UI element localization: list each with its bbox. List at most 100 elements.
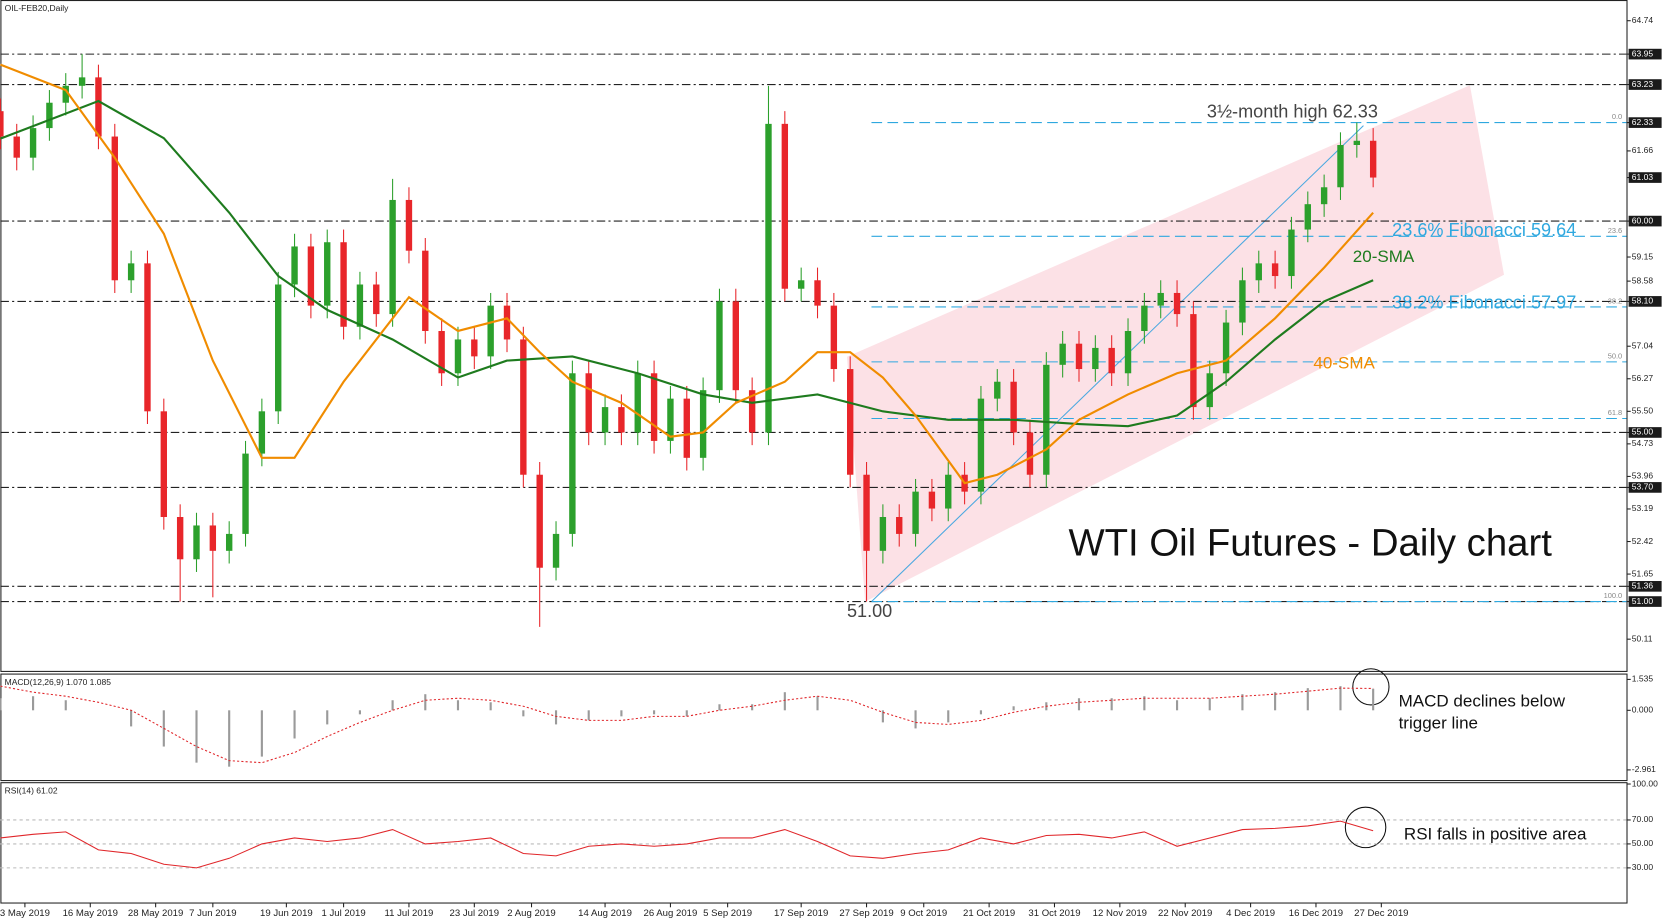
candle-body [405,199,413,251]
candle-body [928,491,936,509]
x-tick-label: 7 Jun 2019 [189,908,236,919]
candle-body [373,284,380,315]
y-tick-label: 60.00 [1632,215,1654,225]
candle-body [1239,280,1246,323]
annotation: trigger line [1399,714,1478,733]
macd-bar [881,710,884,723]
y-tick-label: 51.00 [1632,596,1654,606]
macd-bar [1339,686,1342,711]
candle-body [46,102,53,129]
macd-bar [620,710,623,717]
macd-bar [64,700,67,711]
candle-body [127,263,135,281]
candle-body [1288,229,1295,277]
x-tick-label: 14 Aug 2019 [578,908,632,919]
x-tick-label: 5 Sep 2019 [703,908,752,919]
candle-body [193,525,200,560]
signal-line [0,685,1374,764]
macd-bar [522,710,525,717]
annotation: 51.00 [847,601,892,621]
candle-body [797,280,805,289]
y-tick-label: 50.00 [1632,838,1654,848]
candle-body [1010,381,1017,433]
fib-label: 38.2 [1608,297,1622,306]
macd-bar [1241,694,1244,711]
candle-body [95,77,102,137]
macd-bar [1208,698,1211,711]
candle-body [111,136,118,281]
annotation: MACD declines below [1399,691,1566,710]
y-tick-label: 61.66 [1632,145,1654,155]
macd-bar [947,710,950,723]
candle-body [438,331,445,374]
x-tick-label: 28 May 2019 [128,908,183,919]
candle-body [977,398,985,492]
y-tick-highlight [1628,296,1662,307]
x-tick-label: 3 May 2019 [0,908,50,919]
candle-body [683,398,690,458]
macd-bar [816,696,819,711]
candle-body [225,533,233,551]
x-tick-label: 27 Dec 2019 [1354,908,1408,919]
y-tick-label: 58.10 [1632,296,1654,306]
annotation: 23.6% Fibonacci 59.64 [1392,220,1576,240]
candle-body [1337,144,1344,188]
y-tick-label: 62.33 [1632,117,1654,127]
y-tick-label: 63.23 [1632,79,1654,89]
macd-bar [1372,688,1375,711]
macd-bar [1175,700,1179,711]
candle-body [1173,292,1181,315]
candle-body [0,111,4,137]
macd-bar [32,696,35,711]
trend-line [871,125,1364,603]
candle-body [536,474,543,568]
annotation: 38.2% Fibonacci 57.97 [1392,292,1576,312]
macd-bar [1077,698,1081,711]
y-tick-label: 63.95 [1632,48,1654,58]
macd-bar [260,710,263,757]
symbol-label: OIL-FEB20,Daily [5,3,70,13]
x-tick-label: 12 Nov 2019 [1093,908,1147,919]
sma-line [0,63,1374,485]
candle-body [699,390,707,458]
macd-bar [554,710,558,725]
candle-body [601,407,609,433]
fib-label: 23.6 [1608,226,1622,235]
candle-body [667,398,674,441]
macd-bar [130,710,133,727]
macd-bar [914,710,917,729]
x-tick-label: 23 Jul 2019 [450,908,500,919]
x-tick-label: 4 Dec 2019 [1226,908,1275,919]
macd-bar [1306,688,1309,711]
x-tick-label: 19 Jun 2019 [260,908,313,919]
candle-body [716,301,723,391]
x-tick-label: 11 Jul 2019 [385,908,434,919]
macd-panel [0,673,1628,782]
candle-body [1108,347,1115,374]
candle-body [1043,364,1050,475]
candle-body [1059,343,1066,365]
candle-body [1075,343,1083,370]
y-tick-label: 100.00 [1632,778,1658,788]
rsi-panel [0,782,1628,904]
x-tick-label: 1 Jul 2019 [321,908,365,919]
candle-body [847,369,854,475]
candle-body [389,199,396,315]
candle-body [748,390,756,433]
candle-body [160,411,168,518]
y-tick-label: 53.70 [1632,482,1654,492]
x-tick-label: 31 Oct 2019 [1028,908,1080,919]
series-label: 40-SMA [1313,354,1375,373]
candle-body [307,246,315,306]
candle-body [765,123,772,433]
candle-body [144,263,151,412]
y-tick-label: 59.15 [1632,251,1654,261]
candle-body [650,373,658,441]
y-tick-label: 51.36 [1632,581,1654,591]
candle-body [879,517,887,551]
y-tick-label: -2.961 [1632,764,1656,774]
x-tick-label: 22 Nov 2019 [1158,908,1212,919]
candle-body [340,242,347,327]
x-tick-label: 17 Sep 2019 [774,908,828,919]
